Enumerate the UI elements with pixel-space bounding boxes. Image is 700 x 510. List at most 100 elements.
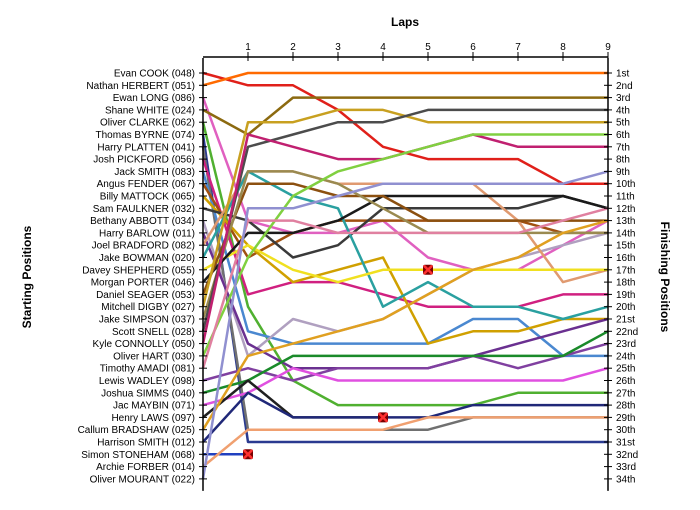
start-label-oliver-mourant-022: Oliver MOURANT (022) xyxy=(90,474,195,485)
finish-label: 7th xyxy=(616,142,630,153)
right-axis-title: Finishing Positions xyxy=(658,222,672,333)
start-label-scott-snell-028: Scott SNELL (028) xyxy=(112,327,195,338)
start-label-nathan-herbert-051: Nathan HERBERT (051) xyxy=(86,81,195,92)
lap-tick-label: 2 xyxy=(290,42,296,53)
start-label-davey-shepherd-055: Davey SHEPHERD (055) xyxy=(82,265,195,276)
finish-label: 16th xyxy=(616,253,635,264)
finish-label: 25th xyxy=(616,364,635,375)
finish-label: 15th xyxy=(616,241,635,252)
finish-label: 17th xyxy=(616,265,635,276)
series-line-davey-shepherd-055 xyxy=(202,243,608,284)
series-line-oliver-hart-030 xyxy=(201,133,608,357)
start-label-evan-cook-048: Evan COOK (048) xyxy=(114,69,195,80)
series-line-lewis-wadley-098 xyxy=(202,342,609,382)
start-label-jake-simpson-037: Jake SIMPSON (037) xyxy=(99,315,195,326)
retirement-marker xyxy=(243,449,253,460)
lap-tick-label: 7 xyxy=(515,42,521,53)
finish-label: 20th xyxy=(616,302,635,313)
finish-label: 11th xyxy=(616,192,635,203)
series-line-archie-forber-014 xyxy=(202,416,608,468)
finish-label: 8th xyxy=(616,155,630,166)
start-label-henry-laws-097: Henry LAWS (097) xyxy=(111,413,195,424)
start-label-timothy-amadi-081: Timothy AMADI (081) xyxy=(100,364,195,375)
series-line-jake-bowman-020 xyxy=(201,170,609,321)
finish-label: 34th xyxy=(616,474,635,485)
finish-label: 9th xyxy=(616,167,630,178)
series-line-oliver-mourant-022 xyxy=(201,170,609,480)
retirement-markers xyxy=(243,264,433,460)
lap-tick-label: 3 xyxy=(335,42,341,53)
finish-label: 22nd xyxy=(616,327,638,338)
finish-label: 18th xyxy=(616,278,635,289)
start-label-oliver-hart-030: Oliver HART (030) xyxy=(113,351,195,362)
start-label-josh-pickford-056: Josh PICKFORD (056) xyxy=(93,155,195,166)
finish-label: 3rd xyxy=(616,93,630,104)
finish-label: 6th xyxy=(616,130,630,141)
series-line-daniel-seager-053 xyxy=(201,182,608,295)
start-label-simon-stoneham-068: Simon STONEHAM (068) xyxy=(81,450,195,461)
lap-tick-label: 1 xyxy=(245,42,251,53)
lap-tick-label: 6 xyxy=(470,42,476,53)
series-line-billy-mattock-065 xyxy=(202,195,608,345)
finish-label: 2nd xyxy=(616,81,633,92)
start-label-joel-bradford-082: Joel BRADFORD (082) xyxy=(92,241,195,252)
x-axis-title: Laps xyxy=(391,15,419,29)
finish-label: 4th xyxy=(616,105,630,116)
left-axis-title: Starting Positions xyxy=(20,225,34,328)
retirement-marker xyxy=(378,412,388,423)
finish-label: 29th xyxy=(616,413,635,424)
finish-label: 32nd xyxy=(616,450,638,461)
series-line-morgan-porter-046 xyxy=(202,194,609,283)
series-line-nathan-herbert-051 xyxy=(202,71,608,87)
start-label-morgan-porter-046: Morgan PORTER (046) xyxy=(91,278,195,289)
start-label-thomas-byrne-074: Thomas BYRNE (074) xyxy=(96,130,195,141)
finish-label: 33rd xyxy=(616,462,636,473)
start-label-jake-bowman-020: Jake BOWMAN (020) xyxy=(99,253,195,264)
start-label-harry-platten-041: Harry PLATTEN (041) xyxy=(97,142,195,153)
start-label-angus-fender-067: Angus FENDER (067) xyxy=(97,179,195,190)
finish-label: 12th xyxy=(616,204,635,215)
finish-label: 21st xyxy=(616,315,635,326)
lap-tick-label: 4 xyxy=(380,42,386,53)
series-line-timothy-amadi-081 xyxy=(201,207,609,369)
start-label-oliver-clarke-062: Oliver CLARKE (062) xyxy=(100,118,195,129)
lap-tick-label: 5 xyxy=(425,42,431,53)
start-label-callum-bradshaw-025: Callum BRADSHAW (025) xyxy=(78,425,195,436)
finish-label: 23rd xyxy=(616,339,636,350)
lap-tick-label: 8 xyxy=(560,42,566,53)
start-label-daniel-seager-053: Daniel SEAGER (053) xyxy=(96,290,195,301)
finish-label: 30th xyxy=(616,425,635,436)
finish-label: 27th xyxy=(616,388,635,399)
finish-label: 26th xyxy=(616,376,635,387)
series-line-joel-bradford-082 xyxy=(201,170,609,284)
finish-label: 24th xyxy=(616,351,635,362)
series-line-harrison-smith-012 xyxy=(202,391,608,443)
series-line-jac-maybin-071 xyxy=(202,366,609,407)
finish-label: 31st xyxy=(616,438,635,449)
start-label-billy-mattock-065: Billy MATTOCK (065) xyxy=(100,192,195,203)
start-label-mitchell-digby-027: Mitchell DIGBY (027) xyxy=(101,302,195,313)
finish-label: 14th xyxy=(616,228,635,239)
start-label-ewan-long-086: Ewan LONG (086) xyxy=(113,93,195,104)
series-line-shane-white-024 xyxy=(202,96,608,136)
series-layer xyxy=(201,71,609,480)
retirement-marker xyxy=(423,264,433,275)
start-label-harry-barlow-011: Harry BARLOW (011) xyxy=(99,228,195,239)
lap-tick-label: 9 xyxy=(605,42,611,53)
start-label-jack-smith-083: Jack SMITH (083) xyxy=(114,167,195,178)
series-line-evan-cook-048 xyxy=(202,71,608,185)
start-label-kyle-connolly-050: Kyle CONNOLLY (050) xyxy=(93,339,195,350)
finish-label: 28th xyxy=(616,401,635,412)
finish-label: 19th xyxy=(616,290,635,301)
finish-label: 10th xyxy=(616,179,635,190)
series-line-oliver-clarke-062 xyxy=(201,121,608,407)
finish-label: 5th xyxy=(616,118,630,129)
start-label-harrison-smith-012: Harrison SMITH (012) xyxy=(97,438,195,449)
series-line-harry-platten-041 xyxy=(201,146,608,431)
start-label-bethany-abbott-034: Bethany ABBOTT (034) xyxy=(90,216,195,227)
series-line-jake-simpson-037 xyxy=(201,170,608,320)
start-label-lewis-wadley-098: Lewis WADLEY (098) xyxy=(99,376,195,387)
finish-label: 1st xyxy=(616,69,630,80)
start-label-joshua-simms-040: Joshua SIMMS (040) xyxy=(101,388,195,399)
